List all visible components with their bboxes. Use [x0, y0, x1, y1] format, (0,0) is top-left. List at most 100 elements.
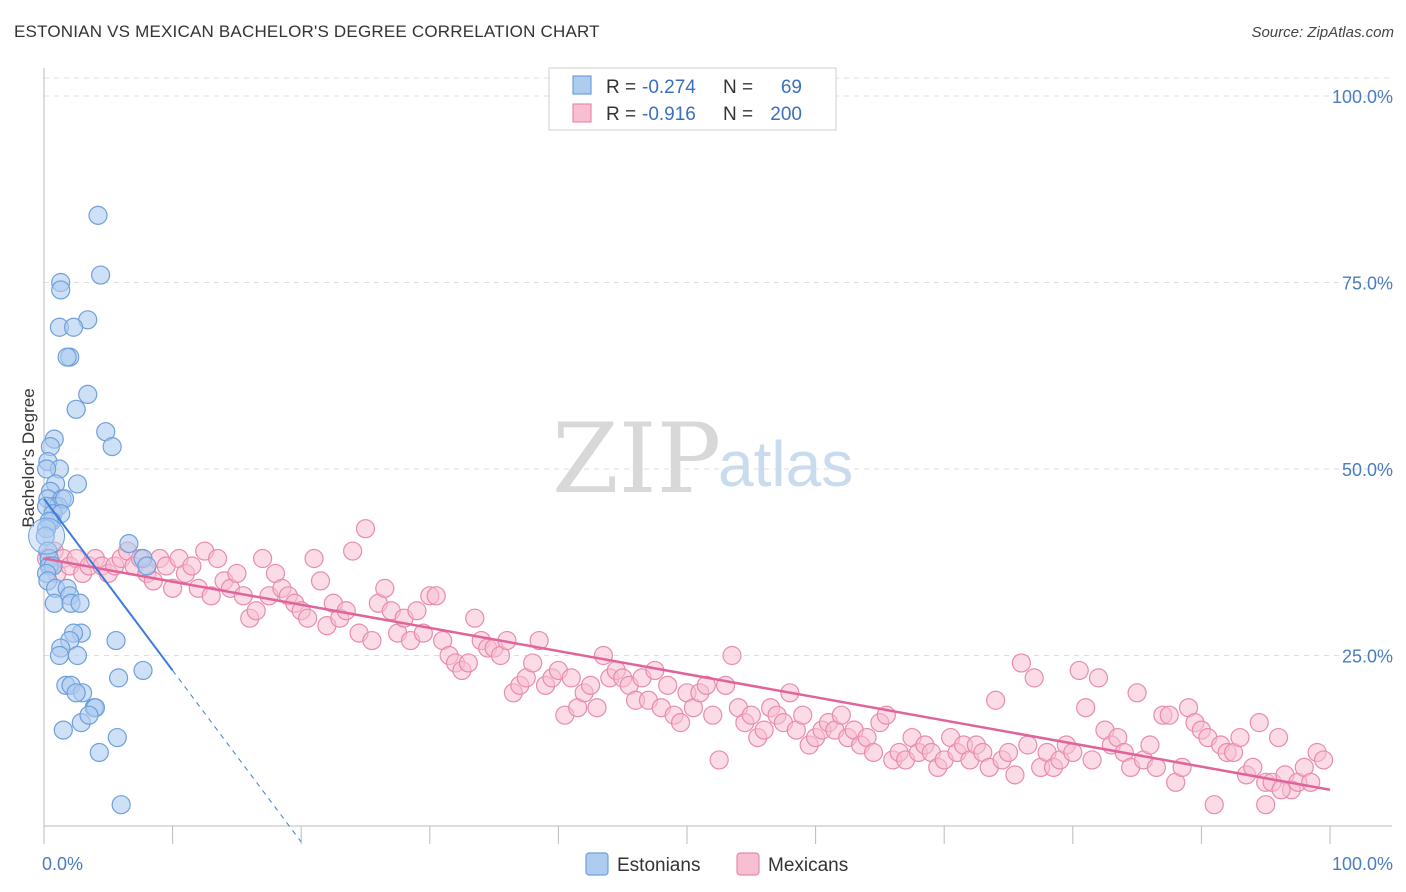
- mexican-point: [1011, 653, 1031, 673]
- mexican-point: [986, 690, 1006, 710]
- estonian-point: [67, 474, 88, 494]
- watermark-atlas: atlas: [718, 428, 853, 500]
- mexican-point: [696, 675, 716, 695]
- watermark-zip: ZIP: [552, 403, 721, 515]
- estonian-point: [107, 727, 127, 748]
- mexican-series: [36, 519, 1334, 815]
- mexican-point: [426, 586, 446, 606]
- mexican-point: [1230, 727, 1250, 748]
- legend-n-label-estonians: N =: [723, 77, 753, 98]
- mexican-point: [355, 519, 376, 539]
- mexican-point: [1268, 727, 1289, 748]
- mexican-point: [1271, 780, 1291, 800]
- mexican-point: [227, 563, 247, 584]
- estonian-point: [44, 593, 64, 613]
- mexican-point: [998, 742, 1019, 763]
- legend-swatch-estonians: [572, 75, 592, 95]
- grid-lines: [44, 77, 1392, 656]
- series-legend: Estonians Mexicans: [585, 852, 848, 876]
- mexican-point: [754, 720, 774, 740]
- estonian-point: [88, 205, 108, 225]
- source-label: Source: ZipAtlas.com: [1251, 24, 1394, 41]
- mexican-point: [201, 586, 221, 606]
- mexican-point: [831, 705, 851, 725]
- mexican-point: [1018, 735, 1038, 755]
- mexican-point: [1313, 750, 1334, 770]
- estonian-point: [78, 384, 98, 404]
- legend-swatch-mexicans: [572, 103, 592, 123]
- estonian-point: [66, 399, 86, 419]
- mexican-point: [458, 653, 478, 673]
- mexican-point: [1140, 735, 1160, 755]
- bottom-legend-swatch-estonians: [585, 852, 609, 876]
- mexican-point: [863, 742, 884, 763]
- mexican-point: [1249, 713, 1269, 733]
- estonian-point: [137, 556, 157, 576]
- estonian-point: [51, 280, 71, 300]
- x-tick-label-min: 0.0%: [42, 854, 83, 874]
- legend-n-value-mexicans: 200: [770, 104, 802, 125]
- mexican-point: [658, 675, 678, 695]
- mexican-point: [703, 705, 723, 725]
- estonian-point: [90, 265, 111, 285]
- estonian-series: [28, 205, 157, 815]
- mexican-point: [362, 630, 382, 651]
- y-tick-label: 25.0%: [1342, 647, 1393, 667]
- estonian-point-cluster: [28, 517, 66, 555]
- mexican-point: [1204, 795, 1224, 815]
- mexican-trend-line: [43, 557, 1331, 792]
- mexican-point: [561, 668, 581, 688]
- mexican-point: [793, 705, 813, 725]
- mexican-point: [1063, 742, 1083, 763]
- trend-lines: [43, 498, 1331, 843]
- mexican-point: [246, 601, 266, 621]
- mexican-point: [465, 608, 485, 628]
- mexican-point: [1159, 705, 1179, 725]
- mexican-point: [304, 548, 324, 569]
- y-tick-label: 100.0%: [1332, 87, 1393, 107]
- bottom-legend-estonians: Estonians: [617, 855, 700, 876]
- mexican-point: [741, 705, 761, 725]
- mexican-point: [1076, 698, 1096, 718]
- estonian-point: [63, 317, 84, 337]
- mexican-point: [253, 548, 273, 569]
- mexican-point: [1082, 750, 1102, 770]
- estonian-point: [79, 705, 99, 725]
- mexican-point: [208, 548, 228, 569]
- mexican-point: [670, 713, 691, 733]
- estonian-point: [70, 593, 90, 613]
- mexican-point: [163, 578, 183, 598]
- legend-n-value-estonians: 69: [781, 77, 802, 98]
- bottom-legend-swatch-mexicans: [736, 852, 760, 876]
- mexican-point: [343, 541, 363, 561]
- estonian-point: [89, 742, 109, 763]
- estonian-point: [66, 683, 86, 703]
- mexican-point: [1256, 795, 1276, 815]
- estonian-point: [133, 660, 153, 681]
- estonian-point: [111, 795, 131, 815]
- mexican-point: [1127, 683, 1147, 703]
- mexican-point: [580, 675, 601, 695]
- mexican-point: [1146, 757, 1166, 778]
- estonian-point: [106, 630, 126, 651]
- estonian-point: [49, 645, 70, 666]
- mexican-point: [1024, 668, 1044, 688]
- y-axis-label: Bachelor's Degree: [19, 388, 38, 527]
- mexican-point: [407, 601, 427, 621]
- legend-r-value-estonians: -0.274: [642, 77, 696, 98]
- estonian-trend-line: [43, 498, 174, 672]
- x-tick-label-max: 100.0%: [1332, 854, 1393, 874]
- chart-title: ESTONIAN VS MEXICAN BACHELOR'S DEGREE CO…: [14, 22, 600, 41]
- mexican-point: [523, 653, 543, 673]
- mexican-point: [375, 578, 395, 598]
- legend-r-label-mexicans: R =: [606, 104, 636, 125]
- legend-r-value-mexicans: -0.916: [642, 104, 696, 125]
- mexican-point: [298, 608, 318, 628]
- mexican-point: [722, 645, 742, 666]
- mexican-point: [593, 645, 614, 666]
- legend-r-label-estonians: R =: [606, 77, 636, 98]
- legend-n-label-mexicans: N =: [723, 104, 753, 125]
- estonian-point: [36, 459, 57, 479]
- bottom-legend-mexicans: Mexicans: [768, 855, 848, 876]
- mexican-point: [310, 571, 331, 591]
